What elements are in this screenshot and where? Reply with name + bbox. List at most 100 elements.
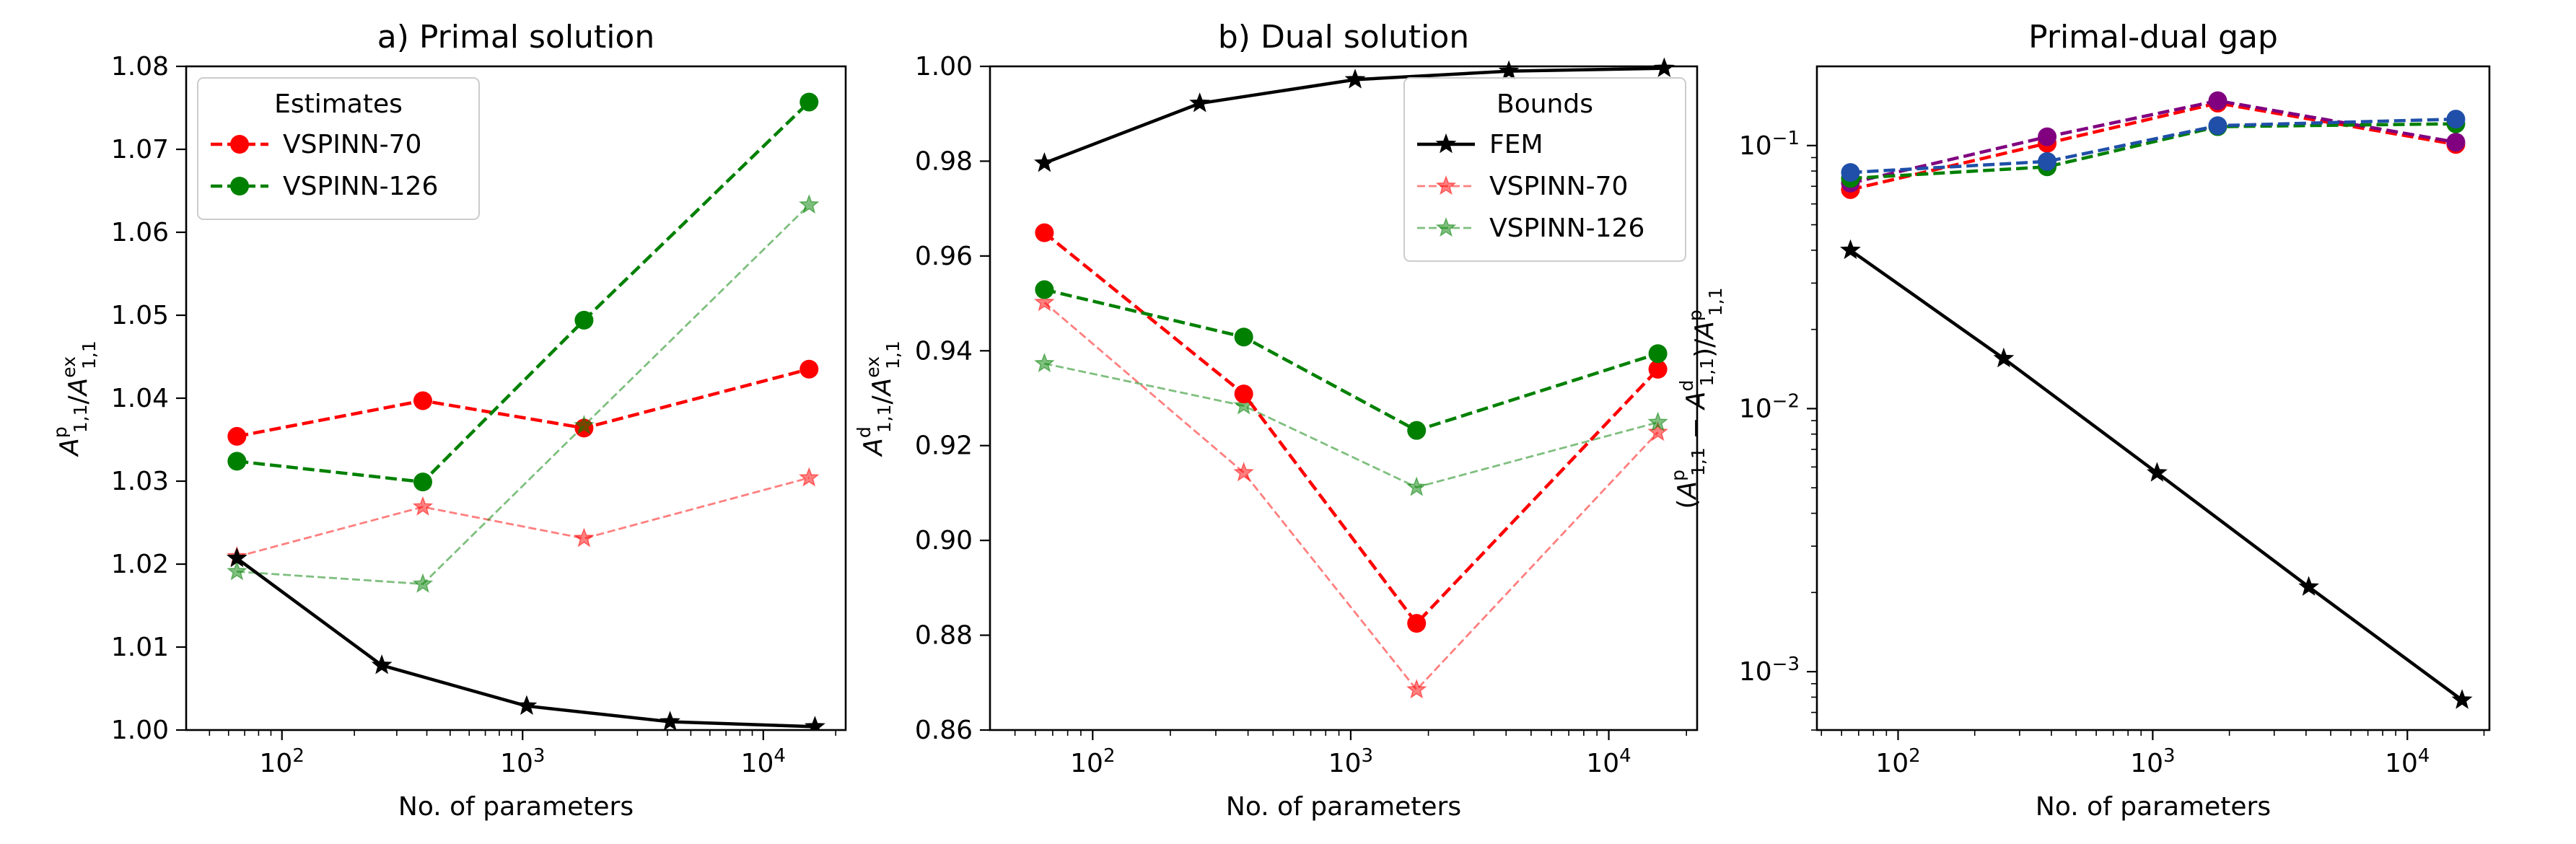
legend-entry: VSPINN-70 [1489,172,1628,201]
series-line-1 [1043,302,1659,691]
panel-title: a) Primal solution [377,19,654,56]
data-point [798,193,820,214]
data-point [574,310,594,330]
x-tick-label: 102 [260,745,305,778]
data-point [1407,421,1427,440]
x-axis-label: No. of parameters [2036,792,2271,822]
data-point [1406,678,1427,699]
y-tick-label: 0.90 [915,526,973,555]
data-point [1344,69,1366,89]
legend-swatch-marker [1435,133,1457,154]
data-point [1033,352,1055,373]
legend-swatch-marker [230,135,249,154]
data-point [573,527,595,548]
legend-swatch-marker [230,177,249,195]
legend-box [197,77,480,220]
data-point [1189,92,1211,113]
y-tick-label: 0.86 [915,716,973,745]
series-line-3 [1043,231,1660,625]
data-point [226,561,247,581]
data-point [1033,151,1055,172]
data-point [1407,614,1427,633]
panel-primal: 102 103 104 1.00 1.01 1.02 1.03 1.04 1.05 1.06 1.0… [50,19,847,822]
data-point [1653,57,1675,77]
y-tick-label: 1.07 [111,135,169,164]
data-point [1648,359,1668,379]
y-axis-label: (Ap1,1 − Ad1,1)/Ap1,1 [1668,287,1726,509]
x-tick-label: 103 [1328,745,1373,778]
legend-swatch-marker [1435,216,1457,237]
data-point [371,654,393,674]
panel-dual: 102 103 104 0.86 0.88 0.90 0.92 0.94 0.96 0.98 1.0… [854,19,1699,822]
panel-gap: 102 103 104 10−3 10−2 10−1 Primal-dual gap No. … [1668,19,2491,822]
y-tick-label: 1.00 [915,52,973,82]
data-point [660,711,681,730]
data-point [2146,462,2168,482]
y-tick-label: 1.00 [111,716,169,745]
panel-title: b) Dual solution [1218,19,1469,56]
data-point [1498,60,1520,80]
data-point [1233,462,1255,482]
legend-entry: VSPINN-126 [1489,214,1644,243]
legend: Estimates VSPINN-70 VSPINN-126 [197,77,480,220]
y-tick-label: 0.98 [915,146,973,176]
series-line-4 [1043,288,1659,432]
series-line-2 [1850,122,2456,180]
data-point [412,496,434,516]
data-point [1035,280,1054,299]
data-point [2208,91,2227,110]
data-point [227,452,247,471]
data-point [805,716,825,730]
y-tick-label: 0.92 [915,431,973,461]
y-tick-label: 0.94 [915,336,973,366]
data-point [413,391,432,410]
series-line-2 [1044,362,1658,488]
y-axis-label: Ap1,1/Aex1,1 [50,340,100,457]
data-point [799,92,819,112]
data-point [1841,163,1860,183]
panel-title: Primal-dual gap [2028,19,2278,56]
plot-frame [989,65,1699,731]
legend-swatch-marker [1435,175,1457,195]
y-tick-label: 10−3 [1739,654,1800,687]
data-point [1234,328,1253,347]
data-point [798,467,820,487]
data-point [2298,576,2320,596]
data-point [1406,476,1427,496]
data-point [1840,239,1861,260]
x-axis-label: No. of parameters [398,792,634,822]
data-point [2446,133,2466,152]
series-group [1033,57,1675,699]
series-line-1 [237,100,810,484]
y-tick-label: 0.96 [915,242,973,271]
legend-title: Bounds [1497,89,1593,119]
legend-box [1403,77,1686,262]
data-point [2208,116,2227,136]
data-point [227,426,247,446]
y-tick-label: 10−2 [1739,390,1800,423]
data-point [1033,291,1055,312]
data-point [1993,347,2015,368]
y-tick-label: 10−1 [1739,128,1800,161]
x-tick-label: 104 [741,745,786,778]
y-tick-label: 1.02 [111,550,169,579]
y-axis-label: Ad1,1/Aex1,1 [854,340,903,457]
series-line-0 [236,367,810,439]
series-line-2 [236,477,810,558]
data-point [799,359,819,379]
series-line-1 [1849,99,2456,185]
y-tick-label: 0.88 [915,621,973,651]
data-point [226,547,247,568]
x-tick-label: 102 [1070,745,1115,778]
series-group [1840,91,2473,709]
data-point [2038,127,2057,146]
series-line-3 [1850,117,2456,175]
x-tick-label: 104 [1586,745,1631,778]
y-tick-label: 1.06 [111,218,169,247]
series-line-3 [237,204,810,585]
legend-entry: FEM [1489,130,1543,159]
data-point [516,695,538,715]
legend: Bounds FEM VSPINN-70 VSPINN-126 [1403,77,1686,262]
data-point [573,414,595,435]
